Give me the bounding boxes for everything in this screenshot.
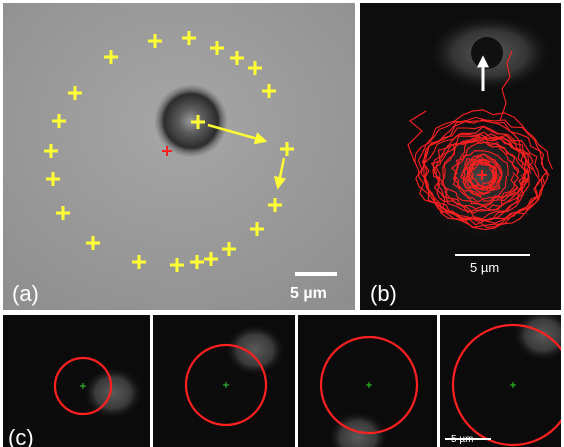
tracking-marker [204, 252, 218, 266]
tracking-marker [280, 142, 294, 156]
panel-a-background [3, 3, 355, 310]
motion-arrow-1 [207, 123, 268, 145]
trajectory-tail-left [407, 110, 427, 164]
ring-center-marker [366, 382, 372, 388]
scale-bar-b [455, 254, 530, 256]
panel-a-image [3, 3, 355, 310]
bead [328, 411, 388, 447]
frame-3 [298, 315, 437, 447]
motion-arrow-2 [273, 157, 287, 190]
panel-c-label: (c) [8, 425, 34, 447]
tracking-marker [132, 255, 146, 269]
trajectory-loop [432, 134, 528, 214]
tracking-marker [182, 31, 196, 45]
frame-1 [3, 315, 150, 447]
ring-center-marker [223, 382, 229, 388]
trajectory-loop [420, 125, 532, 221]
tracking-marker [222, 242, 236, 256]
tracking-marker [210, 41, 224, 55]
tracking-marker [268, 198, 282, 212]
tracking-markers [44, 31, 294, 272]
trap-ring [451, 323, 561, 447]
trajectory-tail [499, 50, 513, 122]
tracking-marker [170, 258, 184, 272]
bead [225, 324, 285, 376]
frame-2 [153, 315, 295, 447]
trajectory-loop [414, 119, 534, 221]
tracking-marker [46, 172, 60, 186]
panel-a: (a) 5 µm [3, 3, 355, 310]
scale-bar-c-label: 5 µm [451, 434, 474, 445]
trajectory-inner-loop [465, 158, 498, 190]
trajectory-inner-loop [466, 160, 497, 190]
panel-a-label: (a) [12, 281, 39, 306]
tracking-marker [44, 144, 58, 158]
trajectory-inner-loop [453, 150, 509, 203]
ring-center-marker [510, 382, 516, 388]
bead-b [471, 37, 503, 69]
tracking-marker [56, 206, 70, 220]
trajectory-inner-loop [460, 153, 503, 197]
trap-ring [53, 356, 113, 416]
panel-b-label: (b) [370, 281, 397, 306]
panel-c: (c) 5 µm [3, 315, 561, 447]
tracking-marker [104, 50, 118, 64]
trajectory-inner-loop [462, 156, 501, 195]
bead [83, 367, 143, 419]
tracking-marker [148, 34, 162, 48]
trajectory [407, 50, 554, 231]
frame-4 [440, 315, 561, 447]
trajectory-inner-loop [469, 162, 495, 188]
panel-c-image [3, 315, 561, 447]
ring-center-marker [80, 383, 86, 389]
tracking-marker [68, 86, 82, 100]
tracking-marker [86, 236, 100, 250]
tracking-marker [230, 51, 244, 65]
scale-bar-b-label: 5 µm [470, 260, 500, 275]
scale-bar-a-label: 5 µm [290, 285, 327, 302]
trap-ring [319, 335, 419, 435]
trajectory-center-marker [477, 170, 487, 180]
trap-ring [184, 343, 268, 427]
tracking-marker [248, 61, 262, 75]
tracking-marker [250, 222, 264, 236]
tracking-marker [190, 255, 204, 269]
trajectory-loop [415, 109, 554, 228]
panel-b-image [360, 3, 561, 310]
trajectory-loop [433, 135, 541, 228]
panel-b: (b) 5 µm [360, 3, 561, 310]
trajectory-loop [423, 120, 550, 231]
trap-center-marker [162, 146, 172, 156]
bead-center-marker [191, 115, 205, 129]
tracking-marker [262, 84, 276, 98]
center-marker [162, 146, 172, 156]
tracking-marker [52, 114, 66, 128]
trajectory-loop [442, 138, 520, 207]
scale-bar-c [445, 438, 491, 440]
scale-bar-a [295, 272, 337, 276]
